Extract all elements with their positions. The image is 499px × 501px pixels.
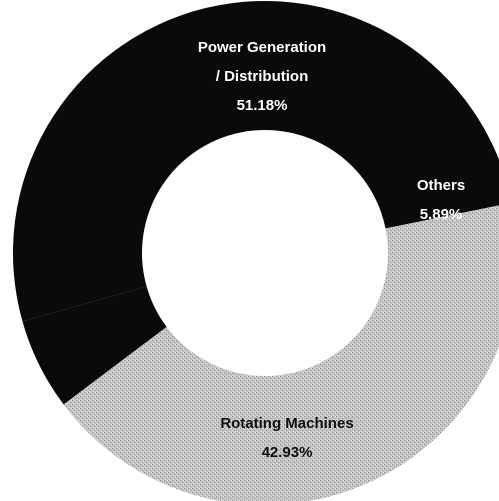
slice-name-text: Power Generation	[198, 39, 326, 56]
slice-labels: Power Generation / Distribution 51.18% Othe…	[198, 39, 465, 461]
slice-name-text: Rotating Machines	[220, 415, 353, 432]
slice-name-text: Others	[417, 177, 465, 194]
slice-label: Power Generation / Distribution 51.18%	[198, 39, 326, 114]
slice-value-text: 5.89%	[420, 206, 463, 223]
slice-value-text: 51.18%	[237, 97, 288, 114]
slice-label: Rotating Machines 42.93%	[220, 415, 353, 461]
slice-label: Others 5.89%	[417, 177, 465, 223]
donut-hole	[142, 130, 388, 376]
slice-name-text: / Distribution	[216, 68, 309, 85]
slice-value-text: 42.93%	[262, 444, 313, 461]
